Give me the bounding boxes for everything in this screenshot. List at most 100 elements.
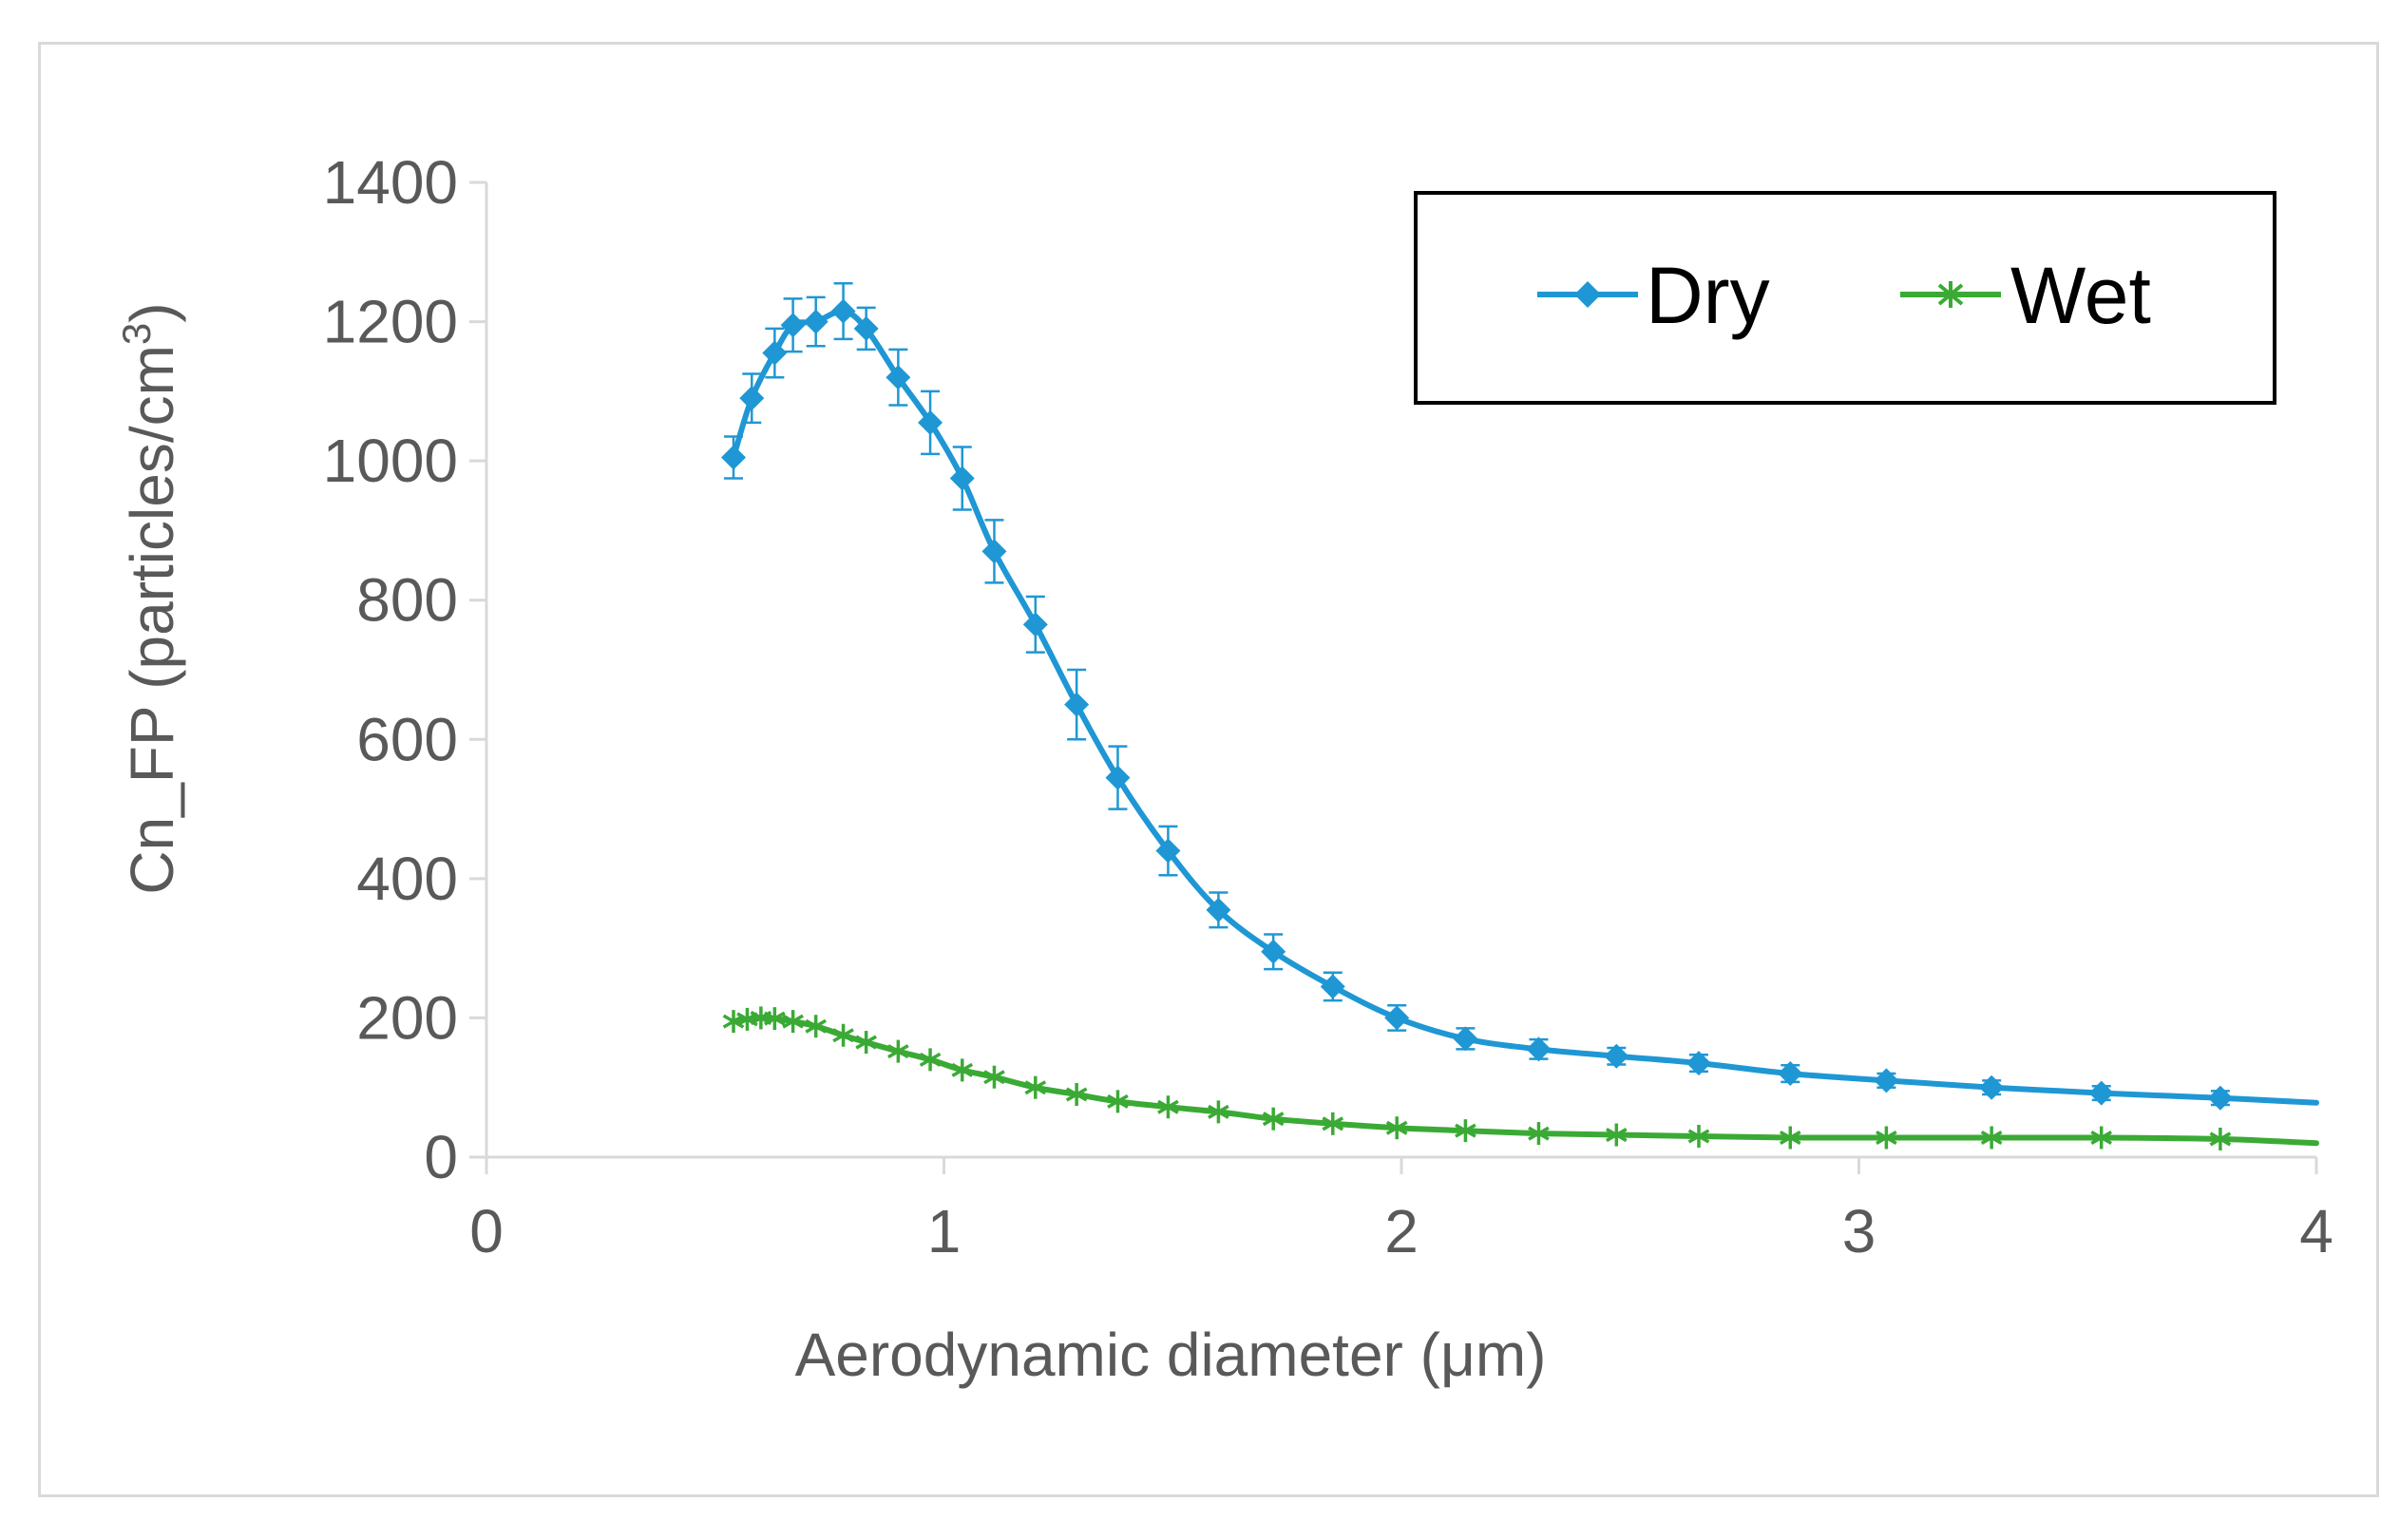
data-point-dry — [1604, 1043, 1629, 1069]
marker-stroke — [1065, 1087, 1088, 1102]
marker-stroke — [805, 1018, 827, 1034]
data-point-wet — [782, 1010, 804, 1034]
legend: Dry Wet — [1414, 191, 2276, 405]
data-point-wet — [1322, 1112, 1344, 1135]
x-tick-label: 1 — [927, 1197, 962, 1265]
marker-stroke — [1528, 1126, 1550, 1141]
data-point-wet — [919, 1048, 942, 1072]
data-point-dry — [1453, 1026, 1478, 1052]
data-point-wet — [1385, 1116, 1408, 1140]
data-point-wet — [2090, 1126, 2113, 1150]
data-point-wet — [2209, 1127, 2232, 1150]
data-point-dry — [1064, 692, 1090, 717]
marker-stroke — [887, 1044, 909, 1059]
data-point-dry — [1261, 939, 1286, 964]
series-line-dry — [731, 308, 2319, 1106]
axes-layer: 0 200 400 600 800 1000 1200 1400 0 1 2 3 4 — [323, 148, 2333, 1265]
x-tick-label: 2 — [1384, 1197, 1419, 1265]
data-point-dry — [2088, 1080, 2114, 1106]
series-wet — [722, 1006, 2319, 1150]
data-point-dry — [1979, 1074, 2005, 1100]
data-point-wet — [805, 1015, 827, 1038]
data-point-wet — [1528, 1122, 1550, 1146]
legend-dry-label: Dry — [1646, 251, 1770, 340]
data-point-wet — [764, 1007, 786, 1031]
marker-stroke — [1455, 1123, 1476, 1138]
data-point-wet — [1024, 1075, 1047, 1099]
series-layer — [721, 282, 2319, 1150]
data-point-dry — [780, 313, 806, 338]
data-point-dry — [886, 365, 911, 390]
data-point-dry — [2207, 1085, 2233, 1111]
data-point-wet — [855, 1031, 877, 1055]
data-point-wet — [1605, 1123, 1628, 1147]
y-tick-label: 200 — [356, 983, 458, 1052]
data-point-dry — [1155, 838, 1181, 864]
data-point-wet — [1687, 1125, 1710, 1149]
data-point-wet — [887, 1039, 909, 1063]
data-point-dry — [803, 309, 829, 334]
data-point-wet — [1980, 1126, 2003, 1150]
data-point-dry — [1320, 974, 1345, 999]
marker-stroke — [2090, 1130, 2113, 1145]
legend-dry-marker — [1574, 281, 1601, 308]
data-point-dry — [739, 386, 765, 411]
data-point-dry — [1206, 897, 1231, 922]
data-point-wet — [983, 1065, 1005, 1089]
y-axis-title: Cn_FP (particles/cm3) — [114, 302, 186, 894]
data-point-dry — [830, 298, 856, 324]
data-point-dry — [1384, 1005, 1410, 1031]
data-point-wet — [1262, 1107, 1285, 1131]
marker-stroke — [782, 1014, 804, 1029]
marker-stroke — [1157, 1099, 1179, 1114]
data-point-dry — [1778, 1061, 1803, 1087]
y-axis-title-superscript: 3 — [114, 323, 159, 345]
x-tick-label: 4 — [2299, 1197, 2333, 1265]
data-point-dry — [949, 466, 975, 491]
marker-stroke — [1876, 1130, 1897, 1145]
y-tick-label: 600 — [356, 705, 458, 773]
marker-stroke — [951, 1062, 974, 1077]
data-point-wet — [1208, 1100, 1229, 1124]
data-point-wet — [1065, 1083, 1088, 1107]
legend-box — [1414, 191, 2276, 405]
marker-stroke — [1322, 1116, 1344, 1131]
marker-stroke — [1262, 1112, 1285, 1127]
marker-stroke — [832, 1028, 854, 1043]
y-tick-label: 1200 — [323, 288, 458, 356]
marker-stroke — [1687, 1129, 1710, 1144]
data-point-wet — [951, 1058, 974, 1082]
data-point-dry — [1022, 612, 1048, 637]
data-point-wet — [1876, 1126, 1897, 1150]
y-tick-label: 1000 — [323, 427, 458, 495]
legend-wet-marker — [1937, 281, 1964, 308]
marker-stroke — [1208, 1104, 1229, 1119]
marker-stroke — [983, 1070, 1005, 1085]
marker-stroke — [855, 1035, 877, 1050]
marker-stroke — [1107, 1093, 1129, 1109]
data-point-wet — [1455, 1119, 1476, 1143]
y-tick-label: 800 — [356, 566, 458, 635]
marker-stroke — [1779, 1130, 1801, 1145]
marker-stroke — [1605, 1128, 1628, 1143]
data-point-dry — [981, 539, 1007, 564]
marker-stroke — [919, 1052, 942, 1067]
y-axis-title-main: Cn_FP (particles/cm — [118, 345, 186, 895]
data-point-dry — [853, 315, 879, 341]
data-point-dry — [721, 445, 747, 470]
data-point-wet — [1779, 1126, 1801, 1150]
legend-wet-label: Wet — [2010, 251, 2151, 340]
x-tick-label: 3 — [1842, 1197, 1876, 1265]
y-axis-title-suffix: ) — [118, 302, 186, 322]
series-line-wet — [731, 1015, 2319, 1147]
data-point-dry — [762, 340, 788, 366]
y-tick-label: 400 — [356, 845, 458, 913]
data-point-wet — [832, 1023, 854, 1047]
x-tick-label: 0 — [469, 1197, 504, 1265]
marker-stroke — [764, 1011, 786, 1026]
marker-stroke — [1024, 1080, 1047, 1095]
data-point-wet — [1107, 1090, 1129, 1113]
y-tick-label: 1400 — [323, 148, 458, 217]
marker-stroke — [722, 1014, 745, 1029]
y-tick-label: 0 — [424, 1123, 458, 1191]
